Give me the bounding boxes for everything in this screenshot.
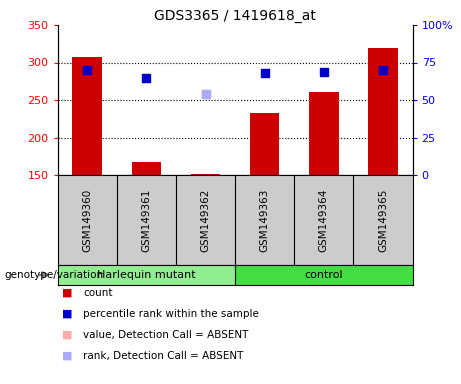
Bar: [72, 57, 102, 175]
Text: GSM149362: GSM149362: [201, 188, 211, 252]
Text: Harlequin mutant: Harlequin mutant: [97, 270, 195, 280]
Bar: [309, 92, 339, 175]
Text: GSM149360: GSM149360: [82, 189, 92, 252]
Bar: [58, 265, 235, 285]
Point: [83, 67, 91, 73]
Text: value, Detection Call = ABSENT: value, Detection Call = ABSENT: [83, 330, 248, 340]
Text: GSM149365: GSM149365: [378, 188, 388, 252]
Point: [202, 91, 209, 97]
Point: [202, 91, 209, 97]
Text: ■: ■: [62, 351, 73, 361]
Text: GSM149363: GSM149363: [260, 188, 270, 252]
Text: control: control: [305, 270, 343, 280]
Text: ■: ■: [62, 288, 73, 298]
Text: percentile rank within the sample: percentile rank within the sample: [83, 309, 259, 319]
Text: GSM149361: GSM149361: [142, 188, 151, 252]
Text: GSM149364: GSM149364: [319, 188, 329, 252]
Bar: [368, 48, 398, 175]
Bar: [131, 162, 161, 175]
Text: genotype/variation: genotype/variation: [5, 270, 104, 280]
Text: ■: ■: [62, 309, 73, 319]
Text: ■: ■: [62, 330, 73, 340]
Bar: [250, 113, 279, 175]
Point: [320, 68, 327, 74]
Point: [261, 70, 268, 76]
Point: [379, 67, 387, 73]
Text: rank, Detection Call = ABSENT: rank, Detection Call = ABSENT: [83, 351, 243, 361]
Title: GDS3365 / 1419618_at: GDS3365 / 1419618_at: [154, 8, 316, 23]
Text: count: count: [83, 288, 112, 298]
Bar: [235, 265, 413, 285]
Point: [142, 74, 150, 81]
Bar: [191, 174, 220, 175]
